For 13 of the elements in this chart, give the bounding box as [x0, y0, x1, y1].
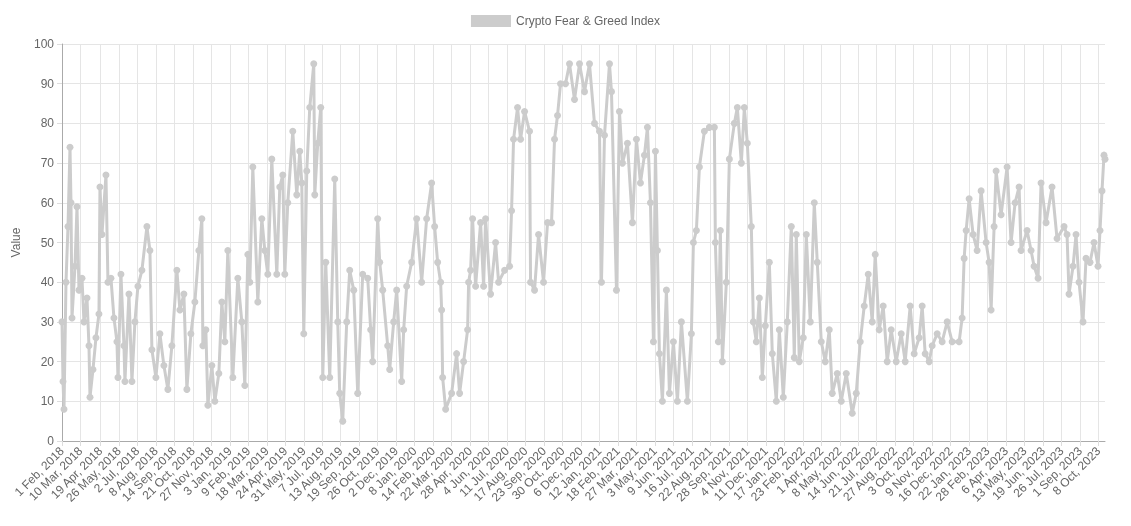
y-tick-label: 40 [40, 275, 55, 290]
y-tick-label: 10 [40, 394, 55, 409]
y-tick-label: 0 [47, 434, 55, 448]
y-tick-label: 90 [40, 76, 55, 91]
y-tick-label: 100 [33, 37, 55, 51]
y-tick-label: 50 [40, 235, 55, 250]
y-tick-label: 30 [40, 314, 55, 329]
legend-label: Crypto Fear & Greed Index [515, 14, 661, 28]
y-tick-label: 60 [40, 195, 55, 210]
y-tick-label: 80 [40, 116, 55, 131]
y-tick-label: 20 [40, 354, 55, 369]
y-axis-title: Value [9, 227, 23, 258]
y-tick-label: 70 [40, 156, 55, 171]
